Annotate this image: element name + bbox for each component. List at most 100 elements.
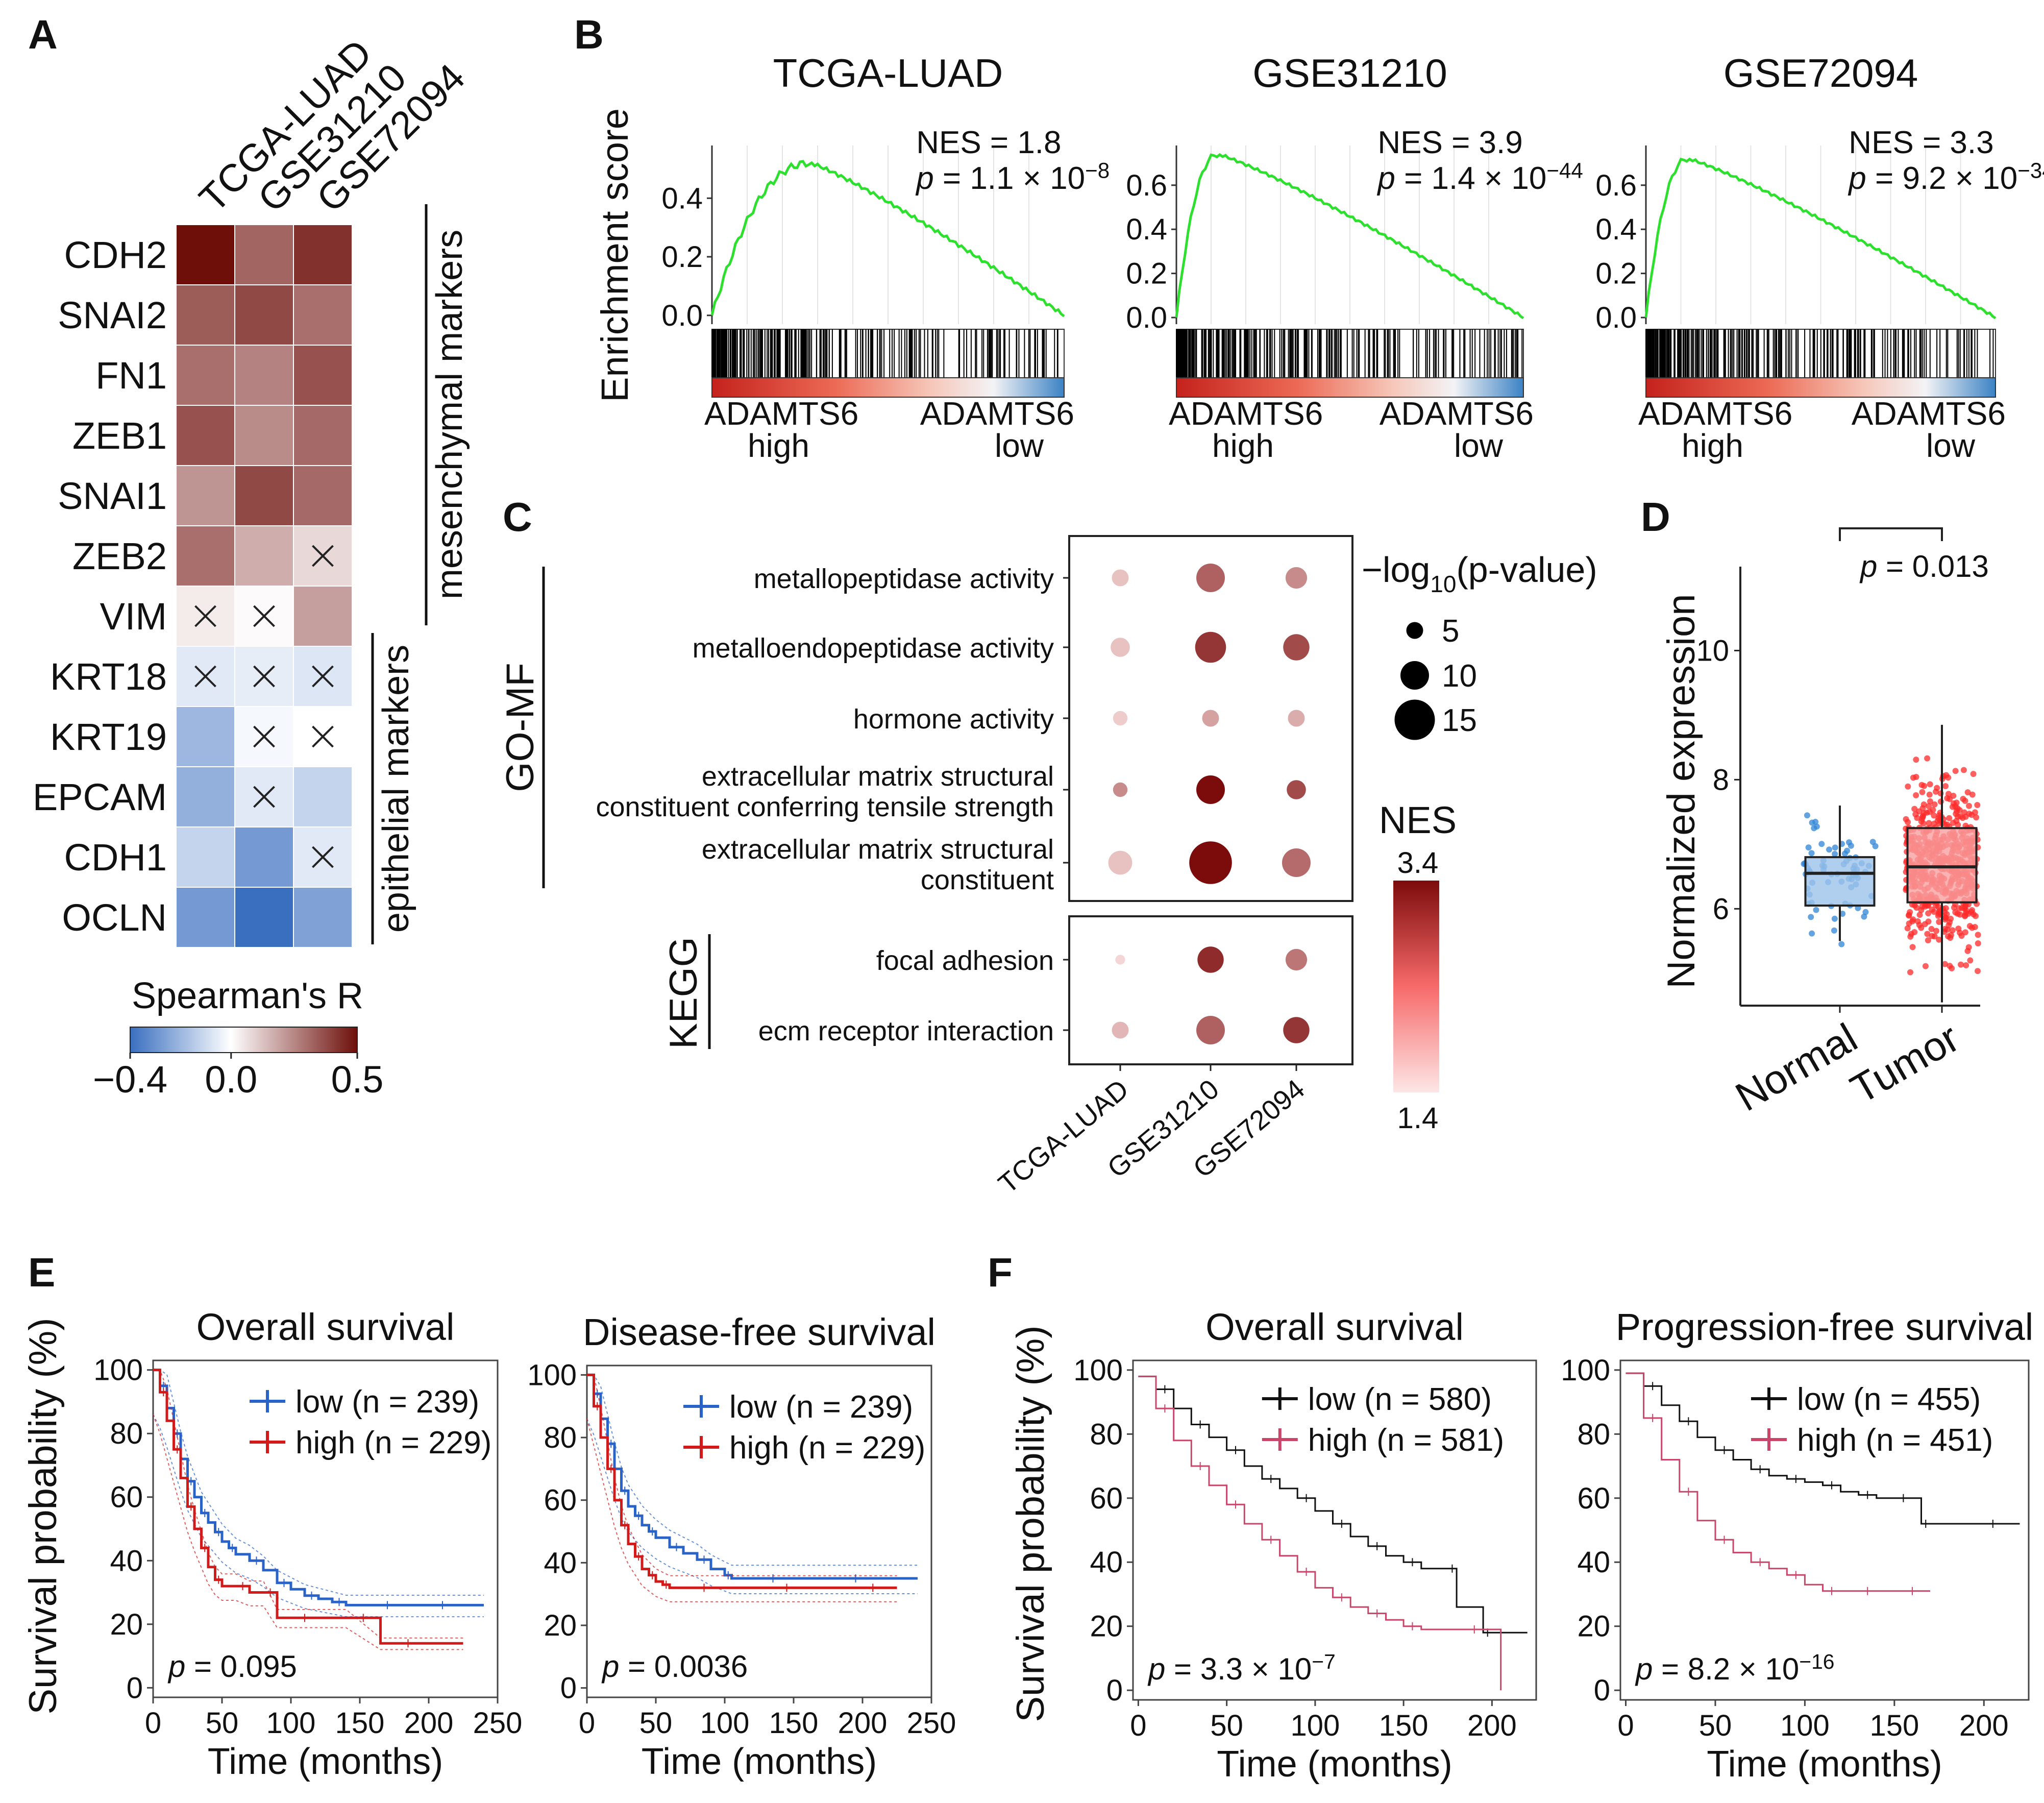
- survival-plot: Overall survival 0 20 40 60 80 100 0 50 100 150 200…: [1073, 1306, 1537, 1785]
- y-tick-label: 80: [110, 1417, 143, 1450]
- enrichment-dot: [1288, 710, 1305, 727]
- survival-p-value-p: p: [601, 1649, 619, 1684]
- enrichment-dot: [1113, 711, 1128, 726]
- y-tick-label: 0.6: [1595, 169, 1637, 202]
- term-label: metalloendopeptidase activity: [693, 633, 1054, 664]
- expression-point: [1916, 912, 1923, 918]
- censor-mark: [1231, 1446, 1240, 1454]
- legend-symbol: [1751, 1428, 1787, 1451]
- box: [1906, 827, 1978, 904]
- expression-point: [1937, 798, 1944, 805]
- gsea-title: GSE72094: [1723, 51, 1918, 95]
- size-legend-label: 5: [1442, 614, 1459, 649]
- expression-point: [1926, 803, 1932, 810]
- y-tick-label: 0.2: [661, 240, 703, 274]
- censor-mark: [1684, 1488, 1693, 1496]
- go-mf-label: GO-MF: [499, 663, 542, 792]
- y-tick-label: 20: [544, 1609, 577, 1642]
- legend-label: high (n = 581): [1308, 1423, 1504, 1458]
- heatmap-row-label: ZEB1: [72, 415, 167, 457]
- expression-point: [1969, 924, 1976, 931]
- survival-p-value: p = 0.0036: [601, 1649, 748, 1684]
- y-tick-label: 0: [1594, 1674, 1610, 1707]
- survival-p-value: p = 0.095: [167, 1649, 297, 1684]
- censor-mark: [1267, 1475, 1275, 1483]
- enrichment-dot: [1282, 848, 1311, 877]
- heatmap-cell: [234, 405, 294, 466]
- expression-point: [1916, 921, 1923, 928]
- not-significant-mark: [312, 665, 334, 688]
- enrichment-dot: [1285, 948, 1308, 971]
- confidence-band: [153, 1414, 463, 1650]
- panel-label-a: A: [28, 12, 58, 57]
- ranked-metric-strip: [711, 377, 1065, 398]
- term-label: ecm receptor interaction: [758, 1016, 1054, 1046]
- not-significant-mark: [253, 665, 275, 688]
- heatmap-cell: [293, 345, 353, 406]
- expression-point: [1919, 789, 1926, 795]
- expression-point: [1927, 798, 1933, 805]
- not-significant-mark: [312, 545, 334, 567]
- expression-point: [1911, 806, 1918, 812]
- term-label: constituent conferring tensile strength: [596, 792, 1054, 822]
- censor-mark: [700, 1555, 708, 1564]
- censor-mark: [1720, 1536, 1729, 1544]
- censor-mark: [672, 1543, 681, 1551]
- expression-point: [1861, 913, 1867, 920]
- censor-mark: [1756, 1558, 1764, 1567]
- heatmap-cell: [176, 345, 235, 406]
- x-left-label: high: [748, 427, 809, 464]
- x-tick-label: 100: [1780, 1709, 1830, 1742]
- term-label: extracellular matrix structural: [702, 761, 1054, 792]
- censor-mark: [648, 1527, 657, 1536]
- censor-mark: [1161, 1385, 1169, 1394]
- survival-title: Disease-free survival: [583, 1311, 935, 1353]
- enrichment-curve: [1644, 157, 1997, 320]
- box: [1804, 856, 1876, 907]
- not-significant-mark: [312, 725, 334, 748]
- censor-mark: [404, 1639, 412, 1648]
- censor-mark: [201, 1544, 209, 1552]
- expression-point: [1953, 799, 1960, 806]
- enrichment-dot: [1196, 564, 1225, 592]
- expression-point: [1955, 925, 1962, 932]
- y-tick-label: 0.0: [1126, 301, 1167, 334]
- censor-mark: [1470, 1625, 1479, 1634]
- y-tick-label: 60: [1090, 1482, 1123, 1515]
- nes-value: NES = 1.8: [916, 125, 1061, 160]
- gsea-plot: TCGA-LUAD 0.0 0.2 0.4 NES = 1.8p = 1.1 × 10−…: [661, 51, 1110, 464]
- enrichment-score-axis-label: Enrichment score: [594, 108, 636, 402]
- heatmap-cell: [234, 586, 294, 647]
- survival-p-value-p: p: [1635, 1652, 1653, 1686]
- legend-symbol: [250, 1431, 285, 1453]
- normalized-expression-axis-label: Normalized expression: [1660, 594, 1703, 989]
- y-tick-label: 0.0: [661, 299, 703, 332]
- x-tick-label: 200: [838, 1707, 888, 1740]
- y-tick-label: 0: [560, 1672, 577, 1705]
- censor-mark: [1196, 1420, 1204, 1429]
- expression-point: [1911, 929, 1918, 936]
- category-label: Normal: [1728, 1015, 1865, 1120]
- censor-mark: [1684, 1417, 1693, 1426]
- term-label: hormone activity: [853, 704, 1054, 735]
- legend-symbol: [683, 1436, 719, 1458]
- kegg-label: KEGG: [662, 937, 705, 1049]
- expression-point: [1965, 944, 1972, 951]
- censor-mark: [438, 1601, 447, 1610]
- expression-point: [1975, 932, 1981, 938]
- x-left-label: high: [1212, 427, 1274, 464]
- heatmap-cell: [293, 284, 353, 346]
- expression-point: [1931, 909, 1937, 915]
- not-significant-mark: [253, 605, 275, 627]
- censor-mark: [1828, 1481, 1836, 1490]
- expression-point: [1913, 774, 1919, 781]
- enrichment-dot: [1285, 567, 1308, 589]
- heatmap-cell: [176, 465, 235, 526]
- panel-label-c: C: [503, 494, 532, 540]
- not-significant-mark: [194, 605, 216, 627]
- survival-p-value-value: = 3.3 × 10: [1165, 1652, 1312, 1686]
- legend-label: low (n = 580): [1308, 1382, 1492, 1417]
- epithelial-markers-label: epithelial markers: [376, 645, 416, 933]
- enrichment-dot: [1113, 782, 1128, 797]
- expression-point: [1913, 757, 1919, 763]
